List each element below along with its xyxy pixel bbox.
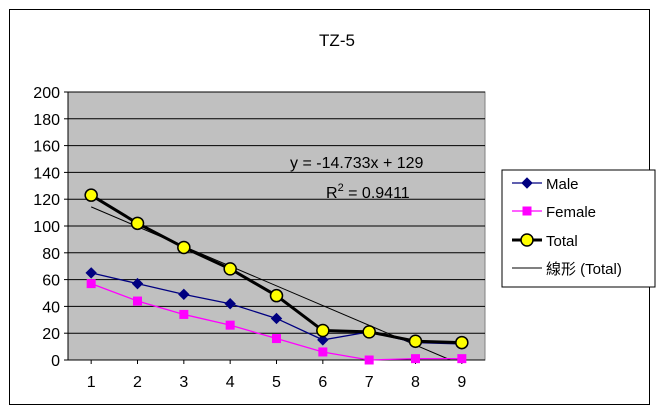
y-tick-label: 60 xyxy=(42,273,60,290)
legend-label: Total xyxy=(546,233,578,250)
legend-marker xyxy=(521,177,533,189)
y-tick-label: 40 xyxy=(42,299,60,316)
x-tick-label: 2 xyxy=(133,374,142,391)
data-point xyxy=(272,334,281,344)
legend-label: 線形 (Total) xyxy=(546,261,622,278)
legend-marker xyxy=(522,206,532,216)
y-axis-ticks: 0 20 40 60 80 100 120 140 160 180 200 xyxy=(33,85,68,370)
y-tick-label: 200 xyxy=(33,85,60,102)
y-tick-label: 120 xyxy=(33,192,60,209)
legend: Male Female Total 線形 (Total) xyxy=(501,169,656,288)
y-tick-label: 180 xyxy=(33,112,60,129)
data-point xyxy=(86,279,96,289)
chart-title: TZ-5 xyxy=(319,31,355,50)
data-point xyxy=(225,320,235,330)
series-female xyxy=(86,279,467,365)
x-tick-label: 9 xyxy=(457,374,466,391)
y-tick-label: 100 xyxy=(33,219,60,236)
data-point xyxy=(455,335,469,350)
data-point xyxy=(317,334,329,346)
data-point xyxy=(224,298,236,310)
data-point xyxy=(84,188,98,202)
trendline-equation: y = -14.733x + 129 xyxy=(290,155,424,172)
r2-label: R xyxy=(326,185,338,202)
legend-label: Female xyxy=(546,204,596,221)
trendline xyxy=(90,206,451,361)
data-point xyxy=(408,334,423,348)
y-tick-label: 0 xyxy=(51,353,60,370)
data-point xyxy=(130,216,145,231)
r2-superscript: 2 xyxy=(338,182,344,194)
data-point xyxy=(364,355,374,365)
legend-marker xyxy=(520,233,534,247)
legend-item-trendline: 線形 (Total) xyxy=(512,261,622,278)
trendline-layer xyxy=(90,206,451,361)
data-point xyxy=(133,296,142,306)
data-point xyxy=(318,347,328,357)
y-tick-label: 140 xyxy=(33,165,60,182)
y-tick-label: 80 xyxy=(42,246,60,263)
data-point xyxy=(270,312,283,325)
y-tick-label: 20 xyxy=(42,326,60,343)
data-point xyxy=(269,288,284,303)
series-layer xyxy=(84,188,469,365)
r2-value: = 0.9411 xyxy=(344,185,410,202)
x-tick-label: 3 xyxy=(179,374,188,391)
y-tick-label: 160 xyxy=(33,139,60,156)
trendline-annotation: y = -14.733x + 129 R2 = 0.9411 xyxy=(290,155,424,202)
data-point xyxy=(85,267,97,279)
data-point xyxy=(316,323,330,338)
legend-item-total: Total xyxy=(512,233,578,250)
legend-item-male: Male xyxy=(512,176,579,193)
x-tick-label: 7 xyxy=(365,374,374,391)
x-tick-label: 1 xyxy=(87,374,96,391)
data-point xyxy=(362,325,376,339)
legend-label: Male xyxy=(546,176,579,193)
data-point xyxy=(411,354,420,364)
data-point xyxy=(179,309,189,319)
x-axis-ticks: 1 2 3 4 5 6 7 8 9 xyxy=(87,360,466,391)
data-point xyxy=(131,277,144,290)
x-tick-label: 8 xyxy=(411,374,420,391)
data-point xyxy=(178,288,190,301)
trendline-r2: R2 = 0.9411 xyxy=(326,182,410,202)
legend-item-female: Female xyxy=(512,204,596,221)
data-point xyxy=(457,354,467,364)
x-tick-label: 4 xyxy=(226,374,235,391)
x-tick-label: 6 xyxy=(318,374,327,391)
x-tick-label: 5 xyxy=(272,374,281,391)
series-total xyxy=(84,188,469,350)
data-point xyxy=(223,262,237,276)
data-point xyxy=(177,240,191,255)
